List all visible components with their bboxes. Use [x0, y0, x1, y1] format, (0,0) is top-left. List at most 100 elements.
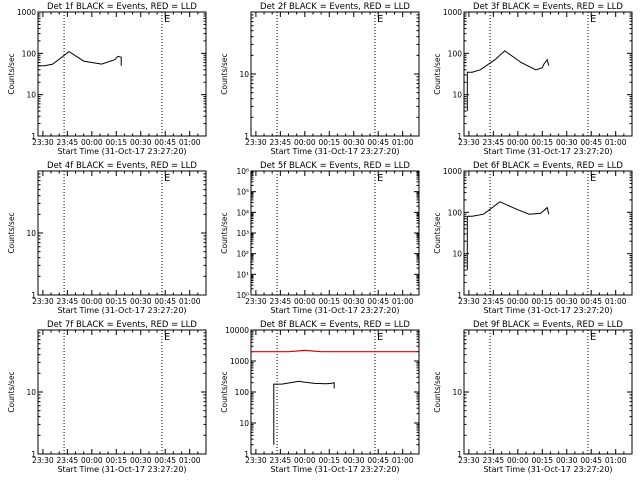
x-tick-label: 00:15	[318, 297, 340, 306]
chart-panel-4: Det 4f BLACK = Events, RED = LLD 1 10 23:30…	[7, 161, 207, 315]
chart-title: Det 7f BLACK = Events, RED = LLD	[47, 320, 197, 330]
x-tick-label: 00:15	[531, 138, 553, 147]
y-tick-label: 10²	[236, 250, 249, 259]
y-tick-label: 1000	[443, 167, 462, 176]
y-tick-label: 1	[31, 291, 36, 300]
x-tick-label: 23:30	[458, 138, 480, 147]
chart-panel-5: Det 5f BLACK = Events, RED = LLD 10⁰ 10¹ 10…	[220, 161, 420, 315]
y-tick-label: 10	[239, 70, 249, 79]
x-tick-label: 23:45	[57, 456, 79, 465]
x-tick-label: 00:30	[556, 297, 578, 306]
y-tick-label: 1000	[230, 357, 249, 366]
x-tick-label: 00:00	[81, 456, 103, 465]
x-tick-label: 00:00	[294, 297, 316, 306]
x-tick-label: 00:45	[580, 138, 602, 147]
x-tick-label: 23:30	[245, 138, 267, 147]
y-tick-label: 10⁶	[236, 167, 249, 176]
x-tick-label: 23:30	[245, 456, 267, 465]
y-axis-label: Counts/sec	[220, 53, 229, 94]
y-tick-label: 1	[31, 132, 36, 141]
time-marker-label: E	[164, 173, 170, 184]
x-tick-label: 00:00	[507, 456, 529, 465]
x-tick-label: 00:15	[318, 138, 340, 147]
x-tick-label: 00:30	[556, 456, 578, 465]
series-line-events	[273, 380, 335, 445]
plot-frame	[37, 11, 207, 137]
x-tick-label: 00:45	[580, 297, 602, 306]
y-tick-label: 1	[31, 450, 36, 459]
x-tick-label: 23:30	[458, 297, 480, 306]
plot-frame	[250, 11, 420, 137]
x-tick-label: 00:30	[556, 138, 578, 147]
chart-title: Det 2f BLACK = Events, RED = LLD	[260, 2, 410, 12]
y-tick-label: 100	[235, 388, 250, 397]
y-tick-label: 10⁵	[236, 188, 249, 197]
y-tick-label: 10	[452, 388, 462, 397]
y-tick-label: 1000	[17, 8, 36, 17]
chart-title: Det 3f BLACK = Events, RED = LLD	[473, 2, 623, 12]
x-tick-label: 00:00	[507, 138, 529, 147]
series-line-events	[466, 201, 550, 271]
x-axis-label: Start Time (31-Oct-17 23:27:20)	[270, 306, 399, 315]
x-tick-label: 00:45	[367, 456, 389, 465]
time-marker-label: E	[590, 332, 596, 343]
chart-title: Det 4f BLACK = Events, RED = LLD	[47, 161, 197, 171]
x-axis-label: Start Time (31-Oct-17 23:27:20)	[57, 465, 186, 474]
x-tick-label: 23:30	[32, 456, 54, 465]
chart-title: Det 8f BLACK = Events, RED = LLD	[260, 320, 410, 330]
y-tick-label: 10000	[225, 326, 249, 335]
y-tick-label: 1	[244, 450, 249, 459]
time-marker-label: E	[164, 332, 170, 343]
y-tick-label: 10	[26, 91, 36, 100]
x-axis-label: Start Time (31-Oct-17 23:27:20)	[270, 465, 399, 474]
y-tick-label: 10	[239, 419, 249, 428]
y-tick-label: 10⁴	[236, 208, 249, 217]
x-tick-label: 00:00	[81, 138, 103, 147]
x-tick-label: 00:30	[343, 297, 365, 306]
y-tick-label: 1	[457, 132, 462, 141]
y-axis-label: Counts/sec	[433, 53, 442, 94]
x-tick-label: 23:45	[270, 297, 292, 306]
x-axis-label: Start Time (31-Oct-17 23:27:20)	[483, 147, 612, 156]
time-marker-label: E	[377, 14, 383, 25]
x-tick-label: 00:45	[367, 297, 389, 306]
x-tick-label: 00:45	[154, 297, 176, 306]
x-tick-label: 00:00	[294, 456, 316, 465]
chart-panel-8: Det 8f BLACK = Events, RED = LLD 1 10 100 10…	[220, 320, 420, 474]
x-tick-label: 23:30	[458, 456, 480, 465]
chart-panel-6: Det 6f BLACK = Events, RED = LLD 1 10 100 10…	[433, 161, 633, 315]
x-tick-label: 00:45	[154, 456, 176, 465]
plot-frame	[37, 329, 207, 455]
chart-title: Det 6f BLACK = Events, RED = LLD	[473, 161, 623, 171]
y-tick-label: 100	[448, 208, 463, 217]
x-axis-label: Start Time (31-Oct-17 23:27:20)	[483, 306, 612, 315]
x-axis-label: Start Time (31-Oct-17 23:27:20)	[57, 147, 186, 156]
x-axis-label: Start Time (31-Oct-17 23:27:20)	[483, 465, 612, 474]
chart-title: Det 5f BLACK = Events, RED = LLD	[260, 161, 410, 171]
x-tick-label: 01:00	[605, 138, 627, 147]
x-tick-label: 00:45	[367, 138, 389, 147]
x-tick-label: 00:15	[105, 456, 127, 465]
x-tick-label: 01:00	[179, 138, 201, 147]
y-axis-label: Counts/sec	[220, 371, 229, 412]
x-tick-label: 00:30	[130, 456, 152, 465]
y-tick-label: 10⁰	[236, 291, 249, 300]
x-tick-label: 00:45	[580, 456, 602, 465]
x-tick-label: 23:30	[32, 297, 54, 306]
x-tick-label: 01:00	[605, 297, 627, 306]
x-tick-label: 00:15	[531, 456, 553, 465]
series-line-lld	[251, 349, 418, 353]
x-tick-label: 00:00	[294, 138, 316, 147]
x-tick-label: 23:45	[483, 456, 505, 465]
x-tick-label: 00:15	[105, 138, 127, 147]
time-marker-label: E	[590, 173, 596, 184]
time-marker-label: E	[377, 173, 383, 184]
x-tick-label: 23:45	[270, 456, 292, 465]
x-tick-label: 23:45	[483, 138, 505, 147]
chart-panel-1: Det 1f BLACK = Events, RED = LLD 1 10 100 10…	[7, 2, 207, 156]
y-axis-label: Counts/sec	[7, 371, 16, 412]
x-tick-label: 23:45	[483, 297, 505, 306]
plot-frame	[463, 329, 633, 455]
x-tick-label: 00:30	[343, 456, 365, 465]
x-axis-label: Start Time (31-Oct-17 23:27:20)	[270, 147, 399, 156]
